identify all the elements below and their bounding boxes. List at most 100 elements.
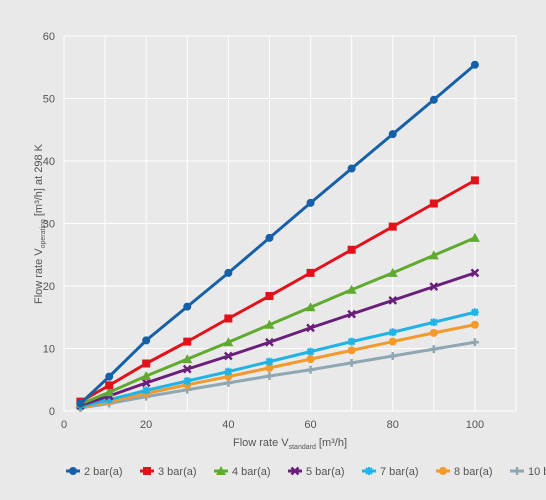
data-point [429,328,438,337]
data-point [306,268,315,277]
data-point [388,222,397,231]
y-tick-label: 20 [43,281,55,293]
data-point [429,282,439,291]
legend-label: 2 bar(a) [84,466,123,478]
data-point [470,338,479,347]
legend-marker [365,467,373,475]
data-point [105,395,114,404]
legend-marker [216,466,226,475]
data-point [429,95,438,104]
data-point [388,352,397,360]
legend: 2 bar(a) 3 bar(a) 4 bar(a) 5 bar(a) 7 bar(a)… [66,466,546,478]
x-tick-label: 40 [222,419,234,431]
tick-labels: 0 20 40 60 80 100 0 10 20 30 40 50 60 [43,31,484,431]
series-lines [75,60,480,412]
x-tick-label: 80 [387,419,399,431]
legend-item: 3 bar(a) [140,466,197,478]
data-point [183,377,192,385]
data-point [470,60,479,69]
data-point [224,314,233,323]
data-point [265,363,274,372]
series-2-bar-a- [76,60,479,408]
data-point [223,337,234,347]
data-point [347,358,356,367]
data-point [470,320,479,329]
data-point [306,198,315,207]
legend-marker [69,467,77,475]
data-point [142,359,151,368]
data-point [224,351,233,361]
y-axis-title: Flow rate Voperating [m³/h] at 298 K [33,143,47,304]
data-point [141,378,151,388]
data-point [429,199,438,208]
data-point [141,371,152,380]
data-point [346,284,357,294]
legend-label: 8 bar(a) [454,466,493,478]
data-point [347,245,356,254]
data-point [387,267,398,277]
data-point [182,354,193,364]
data-point [265,372,274,380]
data-point [105,372,114,381]
x-axis-title: Flow rate Vstandard [m³/h] [233,437,347,451]
data-point [76,399,85,408]
y-tick-label: 40 [43,156,55,168]
data-point [104,387,115,397]
data-point [142,336,151,345]
data-point [306,347,315,356]
data-point [265,337,274,347]
data-point [105,381,114,390]
y-tick-label: 30 [43,219,55,231]
data-point [306,323,315,333]
data-point [388,296,398,305]
data-point [470,308,479,317]
x-tick-label: 20 [140,419,152,431]
data-point [469,232,480,242]
x-tick-label: 60 [304,419,316,431]
data-point [347,346,356,355]
data-point [347,309,356,319]
legend-marker [439,467,447,475]
data-point [142,386,151,395]
legend-item: 5 bar(a) [288,466,345,478]
legend-marker [290,466,300,476]
data-point [265,233,274,242]
y-tick-label: 10 [43,344,55,356]
series-5-bar-a- [76,268,480,410]
x-tick-label: 0 [61,419,67,431]
data-point [429,318,438,327]
legend-marker [143,467,151,475]
data-point [388,337,397,346]
legend-item: 2 bar(a) [66,466,123,478]
data-point [224,268,233,277]
data-point [306,355,315,364]
legend-label: 5 bar(a) [306,466,345,478]
legend-label: 3 bar(a) [158,466,197,478]
y-tick-label: 60 [43,31,55,43]
series-3-bar-a- [76,176,479,406]
series-7-bar-a- [76,308,479,411]
data-point [388,130,397,139]
legend-item: 10 bar(a) [510,466,546,478]
data-point [183,337,192,346]
legend-label: 7 bar(a) [380,466,419,478]
data-point [305,302,316,312]
data-point [265,292,274,300]
legend-item: 4 bar(a) [214,466,271,478]
data-point [306,365,315,374]
legend-marker [513,467,521,475]
data-point [264,319,275,329]
x-tick-label: 100 [466,419,484,431]
data-point [428,250,439,260]
data-point [470,268,480,278]
data-point [347,337,356,346]
legend-label: 10 bar(a) [528,466,546,478]
legend-item: 8 bar(a) [436,466,493,478]
data-point [347,164,356,173]
data-point [182,364,192,374]
legend-item: 7 bar(a) [362,466,419,478]
data-point [388,328,397,337]
data-point [429,345,438,354]
y-tick-label: 0 [49,406,55,418]
